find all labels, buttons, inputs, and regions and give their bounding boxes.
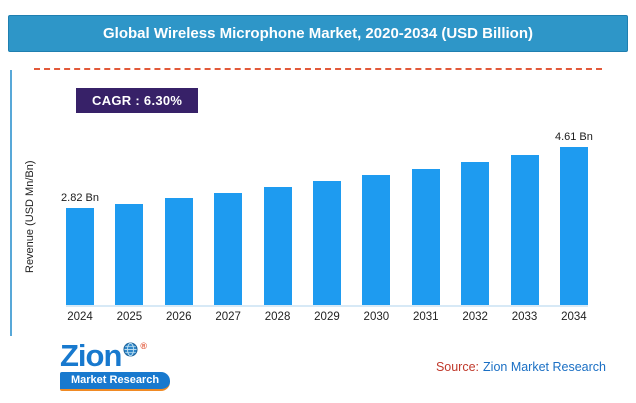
plot-area: 2.82 Bn 4.61 Bn <box>61 131 593 307</box>
left-frame-line <box>10 70 12 336</box>
logo-top: Zion ® <box>60 338 170 373</box>
bar <box>66 208 94 305</box>
x-tick-label: 2030 <box>363 311 390 323</box>
bar-column <box>164 198 193 305</box>
x-tick-label: 2026 <box>165 311 192 323</box>
source-text: Zion Market Research <box>483 360 606 374</box>
x-axis-labels: 2024 2025 2026 2027 2028 2029 2030 2031 2032 2033… <box>66 311 588 323</box>
chart-title: Global Wireless Microphone Market, 2020-… <box>8 15 628 52</box>
bar-column <box>362 175 391 305</box>
bar <box>411 169 440 305</box>
zion-logo: Zion ® Market Research <box>60 338 171 392</box>
bar <box>164 198 193 305</box>
bar <box>115 204 144 305</box>
bar-column <box>461 162 490 305</box>
bar <box>312 181 341 305</box>
bar <box>263 187 292 305</box>
bar <box>559 147 588 305</box>
logo-brand-text: Zion <box>60 338 122 373</box>
logo-tagline: Market Research <box>60 372 171 392</box>
x-tick-label: 2034 <box>561 311 587 323</box>
x-tick-label: 2028 <box>264 311 291 323</box>
x-tick-label: 2032 <box>462 311 488 323</box>
bar-column <box>115 204 144 305</box>
bar-column <box>263 187 292 305</box>
bar-value-label: 2.82 Bn <box>61 192 99 204</box>
bar-column <box>312 181 341 305</box>
x-tick-label: 2033 <box>511 311 538 323</box>
bar-column: 2.82 Bn <box>61 192 99 305</box>
bar-column: 4.61 Bn <box>555 131 593 305</box>
bar-column <box>510 155 539 305</box>
globe-icon <box>123 342 138 362</box>
x-tick-label: 2029 <box>314 311 340 323</box>
y-axis-label: Revenue (USD Mn/Bn) <box>24 160 36 274</box>
bar-column <box>411 169 440 305</box>
bar-value-label: 4.61 Bn <box>554 131 593 143</box>
source-note: Source: Zion Market Research <box>436 360 606 374</box>
x-tick-label: 2024 <box>67 311 93 323</box>
bar-column <box>214 193 243 305</box>
registered-mark: ® <box>140 341 148 351</box>
bar <box>461 162 490 305</box>
x-tick-label: 2027 <box>215 311 241 323</box>
source-prefix: Source: <box>435 360 480 374</box>
bar <box>214 193 243 305</box>
x-tick-label: 2031 <box>412 311 439 323</box>
dashed-divider <box>34 68 602 70</box>
bar <box>362 175 391 305</box>
bar <box>510 155 539 305</box>
cagr-badge: CAGR : 6.30% <box>76 88 199 113</box>
x-tick-label: 2025 <box>116 311 143 323</box>
